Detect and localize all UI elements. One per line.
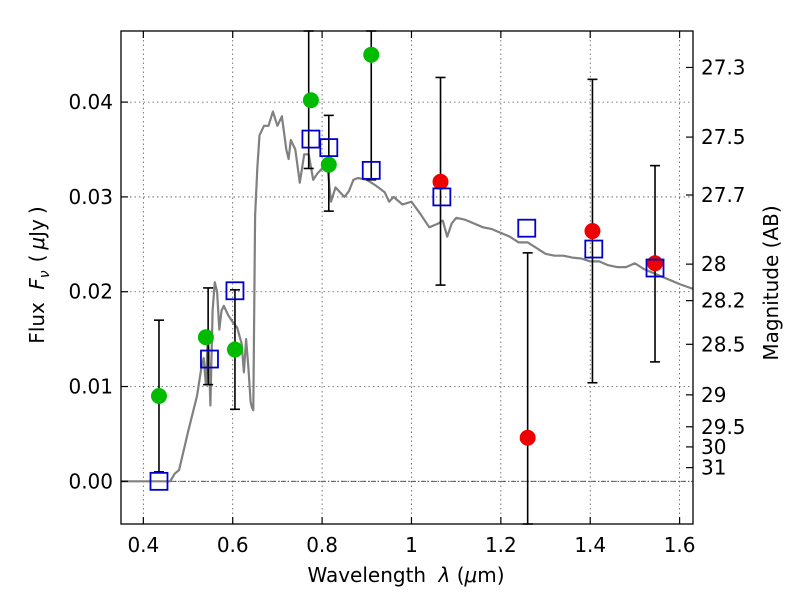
point-0-3 <box>302 92 319 109</box>
point-0-1 <box>197 329 214 346</box>
model-square-5 <box>361 160 381 180</box>
point-1-1 <box>519 429 536 446</box>
point-0-0 <box>150 388 167 405</box>
magnitude-tick-label-7: 29.5 <box>701 415 746 439</box>
model-spectrum <box>121 110 694 483</box>
model-square-2 <box>225 281 245 301</box>
grid <box>121 31 693 524</box>
x-axis-ticks: 0.4 0.6 0.8 1 1.2 1.4 1.6 <box>127 31 696 557</box>
series-2 <box>149 129 665 491</box>
model-spectrum-line <box>121 110 694 483</box>
magnitude-axis-label: Magnitude (AB) <box>759 205 783 360</box>
x-tick-label-0: 0.4 <box>127 533 159 557</box>
magnitude-tick-label-9: 31 <box>701 456 726 480</box>
series-1 <box>432 173 664 446</box>
magnitude-tick-label-5: 28.5 <box>701 332 746 356</box>
magnitude-tick-label-4: 28.2 <box>701 289 746 313</box>
y-tick-label-3: 0.03 <box>68 185 113 209</box>
error-bars <box>153 30 661 525</box>
series-0 <box>150 46 380 405</box>
magnitude-tick-label-8: 30 <box>701 435 726 459</box>
magnitude-tick-label-2: 27.7 <box>701 183 746 207</box>
x-tick-label-4: 1.2 <box>485 533 517 557</box>
y-tick-label-1: 0.01 <box>68 375 113 399</box>
point-0-2 <box>226 341 243 358</box>
magnitude-tick-label-6: 29 <box>701 383 726 407</box>
model-square-3 <box>301 129 321 149</box>
point-1-2 <box>584 223 601 240</box>
plot-frame <box>120 30 694 525</box>
magnitude-tick-label-0: 27.3 <box>701 55 746 79</box>
model-square-6 <box>432 187 452 207</box>
x-tick-label-5: 1.4 <box>574 533 606 557</box>
point-0-4 <box>320 156 337 173</box>
magnitude-tick-label-1: 27.5 <box>701 125 746 149</box>
model-square-1 <box>200 349 219 369</box>
x-tick-label-6: 1.6 <box>664 533 696 557</box>
model-square-0 <box>149 471 169 491</box>
point-0-5 <box>363 46 380 63</box>
model-square-8 <box>584 239 604 259</box>
x-axis-label: Wavelength λ (μm) <box>307 563 504 587</box>
y-tick-label-0: 0.00 <box>68 469 113 493</box>
data-markers <box>149 46 665 491</box>
error-bar-7 <box>522 252 533 525</box>
y-axis-ticks: 0.00 0.01 0.02 0.03 0.04 <box>68 90 128 493</box>
x-tick-label-1: 0.6 <box>217 533 249 557</box>
x-tick-label-3: 1 <box>405 533 418 557</box>
point-1-3 <box>647 255 664 272</box>
y-tick-label-2: 0.02 <box>68 280 113 304</box>
point-1-0 <box>432 173 449 190</box>
model-square-7 <box>517 218 537 238</box>
magnitude-tick-label-3: 28 <box>701 252 726 276</box>
model-square-9 <box>645 258 665 278</box>
y-tick-label-4: 0.04 <box>68 90 113 114</box>
model-square-4 <box>319 138 339 158</box>
x-tick-label-2: 0.8 <box>306 533 338 557</box>
y-axis-label: Flux Fν(μJy) <box>25 206 53 343</box>
